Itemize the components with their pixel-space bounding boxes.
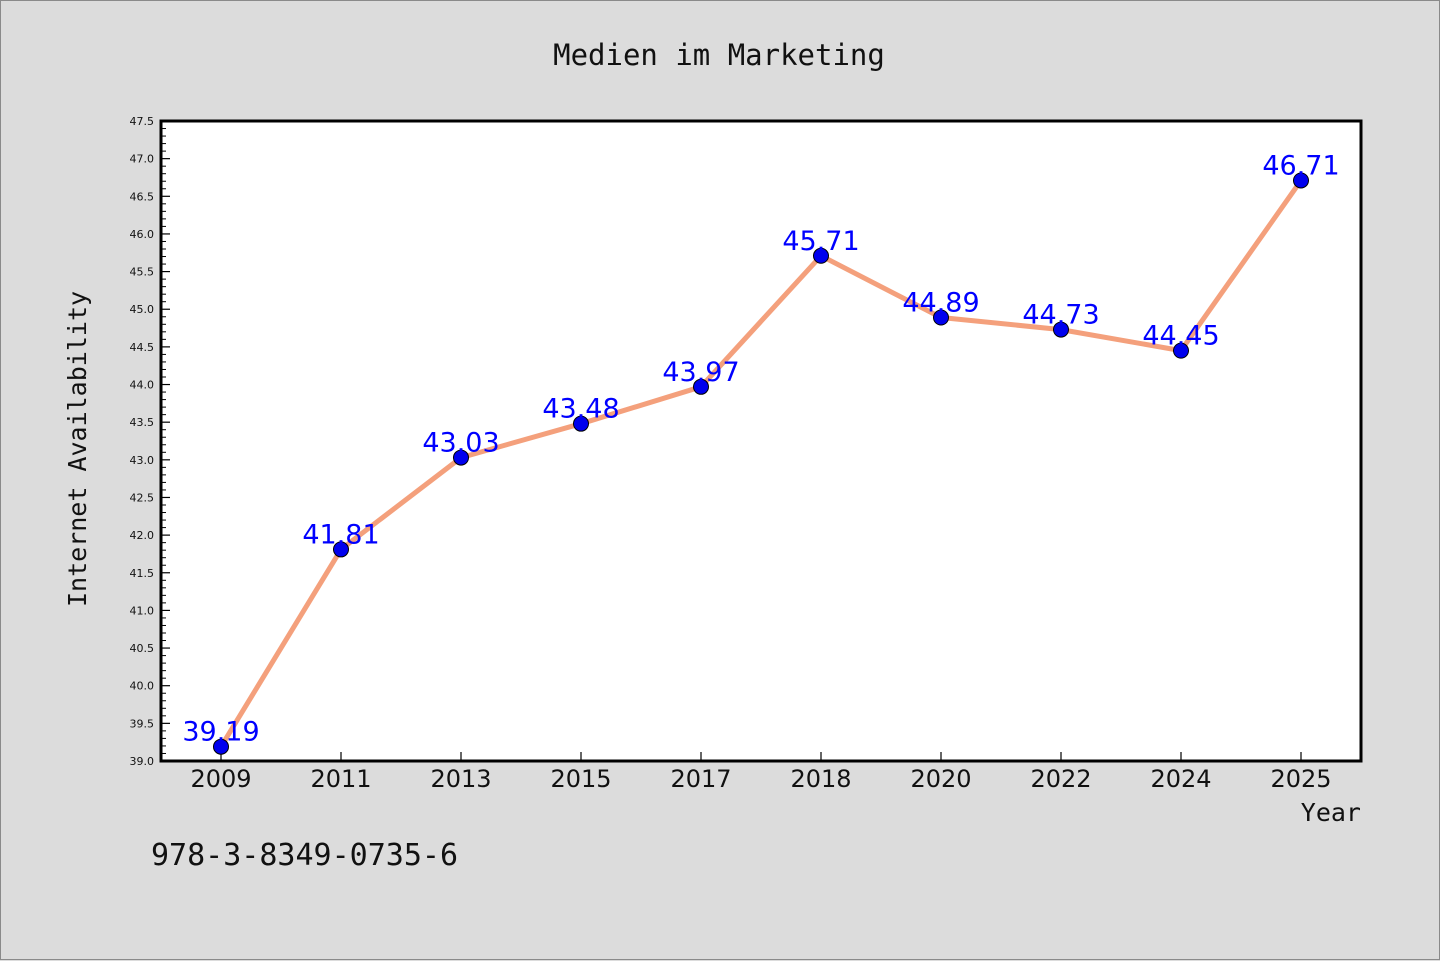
series-line bbox=[218, 178, 1304, 750]
y-tick-label: 44.5 bbox=[130, 341, 155, 354]
y-tick-label: 46.5 bbox=[130, 190, 155, 203]
y-tick-label: 40.5 bbox=[130, 642, 155, 655]
x-tick-label: 2025 bbox=[1270, 765, 1331, 793]
data-label: 41.81 bbox=[302, 519, 379, 550]
x-tick-label: 2022 bbox=[1030, 765, 1091, 793]
chart-title: Medien im Marketing bbox=[553, 38, 885, 72]
data-point-marker bbox=[453, 449, 469, 466]
data-point-marker bbox=[1293, 172, 1309, 189]
x-axis-ticks: 2009 2011 2013 2015 2017 2018 2020 2022 2024 2025 bbox=[190, 752, 1332, 793]
data-label: 43.97 bbox=[662, 357, 739, 388]
y-tick-label: 41.0 bbox=[130, 604, 155, 617]
y-tick-label: 42.0 bbox=[130, 529, 155, 542]
y-tick-label: 39.0 bbox=[130, 755, 155, 768]
x-tick-label: 2011 bbox=[310, 765, 371, 793]
plot-border bbox=[159, 119, 1363, 763]
y-axis-title: Internet Availability bbox=[63, 291, 92, 607]
y-tick-label: 40.0 bbox=[130, 680, 155, 693]
y-tick-label: 45.0 bbox=[130, 303, 155, 316]
y-tick-label: 47.0 bbox=[130, 153, 155, 166]
y-tick-label: 44.0 bbox=[130, 379, 155, 392]
y-tick-label: 46.0 bbox=[130, 228, 155, 241]
x-tick-label: 2015 bbox=[550, 765, 611, 793]
data-label: 44.45 bbox=[1142, 321, 1219, 352]
y-tick-label: 43.0 bbox=[130, 454, 155, 467]
data-label: 44.89 bbox=[902, 288, 979, 319]
x-tick-label: 2018 bbox=[790, 765, 851, 793]
data-point-marker bbox=[1053, 321, 1069, 338]
data-point-marker bbox=[573, 415, 589, 432]
x-tick-label: 2024 bbox=[1150, 765, 1211, 793]
data-point-marker bbox=[213, 738, 229, 755]
data-point-marker bbox=[813, 247, 829, 264]
data-point-marker bbox=[693, 378, 709, 395]
y-axis-ticks: 39.0 39.5 40.0 40.5 41.0 41.5 42.0 42.5 43.0 43.5… bbox=[130, 115, 170, 768]
data-label: 43.48 bbox=[542, 394, 619, 425]
data-label: 46.71 bbox=[1262, 150, 1339, 181]
isbn-text: 978-3-8349-0735-6 bbox=[151, 838, 458, 873]
y-tick-label: 39.5 bbox=[130, 717, 155, 730]
plot-area bbox=[161, 121, 1361, 761]
x-tick-label: 2009 bbox=[190, 765, 251, 793]
data-label: 45.71 bbox=[782, 226, 859, 257]
data-point-marker bbox=[333, 541, 349, 558]
y-tick-label: 42.5 bbox=[130, 491, 155, 504]
data-point-marker bbox=[933, 309, 949, 326]
data-label: 44.73 bbox=[1022, 300, 1099, 331]
series-line-group bbox=[218, 178, 1304, 750]
data-labels: 39.19 41.81 43.03 43.48 43.97 45.71 44.89 44.73… bbox=[182, 150, 1339, 747]
data-label: 39.19 bbox=[182, 717, 259, 748]
data-label: 43.03 bbox=[422, 428, 499, 459]
y-tick-label: 41.5 bbox=[130, 567, 155, 580]
y-tick-label: 45.5 bbox=[130, 266, 155, 279]
x-tick-label: 2013 bbox=[430, 765, 491, 793]
y-tick-label: 47.5 bbox=[130, 115, 155, 128]
x-axis-title: Year bbox=[1301, 798, 1361, 827]
data-point-marker bbox=[1173, 342, 1189, 359]
y-tick-label: 43.5 bbox=[130, 416, 155, 429]
x-tick-label: 2017 bbox=[670, 765, 731, 793]
x-tick-label: 2020 bbox=[910, 765, 971, 793]
data-markers bbox=[213, 172, 1309, 755]
